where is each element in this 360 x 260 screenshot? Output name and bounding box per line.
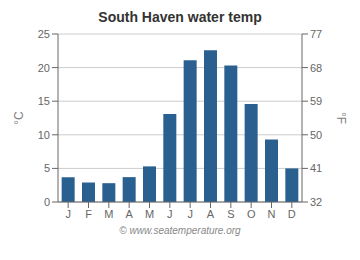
svg-text:J: J [167, 208, 173, 220]
svg-text:J: J [65, 208, 71, 220]
svg-text:59: 59 [310, 95, 322, 107]
svg-text:J: J [187, 208, 193, 220]
svg-text:S: S [227, 208, 234, 220]
svg-text:10: 10 [38, 129, 50, 141]
svg-text:M: M [104, 208, 113, 220]
svg-text:20: 20 [38, 62, 50, 74]
svg-text:50: 50 [310, 129, 322, 141]
svg-text:M: M [145, 208, 154, 220]
svg-text:A: A [125, 208, 133, 220]
svg-text:D: D [288, 208, 296, 220]
svg-text:41: 41 [310, 162, 322, 174]
svg-text:O: O [247, 208, 256, 220]
svg-text:77: 77 [310, 28, 322, 40]
svg-text:0: 0 [44, 196, 50, 208]
svg-text:°C: °C [12, 111, 26, 125]
svg-text:°F: °F [334, 112, 348, 124]
html-text:© www.seatemperature.org: © www.seatemperature.org [119, 225, 241, 236]
svg-text:A: A [207, 208, 215, 220]
svg-text:F: F [85, 208, 92, 220]
svg-text:N: N [268, 208, 276, 220]
svg-text:5: 5 [44, 162, 50, 174]
svg-text:25: 25 [38, 28, 50, 40]
svg-text:68: 68 [310, 62, 322, 74]
svg-text:32: 32 [310, 196, 322, 208]
svg-text:15: 15 [38, 95, 50, 107]
html-text:South Haven water temp: South Haven water temp [98, 9, 262, 25]
